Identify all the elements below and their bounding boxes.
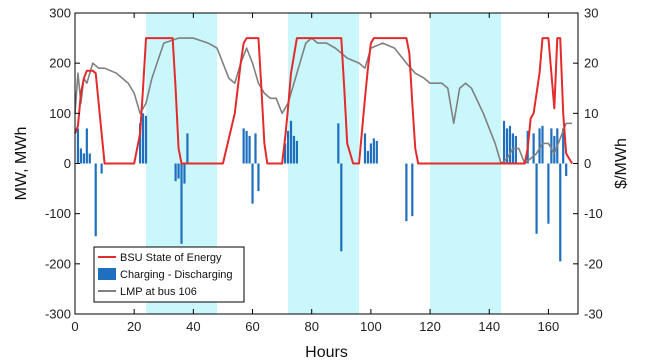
bar-14	[186, 133, 189, 164]
bar-49	[559, 163, 562, 262]
bar-29	[366, 150, 370, 164]
bar-4	[88, 153, 91, 164]
bar-39	[514, 135, 517, 164]
bar-16	[245, 130, 248, 164]
x-axis-label: Hours	[305, 344, 348, 361]
x-tick-label: 40	[186, 319, 200, 334]
bar-2	[82, 153, 85, 164]
y-tick-label-left: 200	[49, 56, 71, 71]
y-tick-label-right: 10	[584, 106, 598, 121]
x-tick-label: 100	[360, 319, 382, 334]
y-tick-label-left: -300	[45, 307, 71, 322]
bar-21	[283, 143, 287, 164]
x-tick-label: 20	[127, 319, 141, 334]
charge-discharge-bars	[76, 113, 568, 262]
legend-entry-bars: Charging - Discharging	[120, 269, 233, 281]
legend-entry-soe: BSU State of Energy	[120, 252, 222, 264]
x-tick-label: 160	[538, 319, 560, 334]
bar-10	[174, 163, 177, 182]
legend: BSU State of Energy Charging - Dischargi…	[93, 246, 245, 303]
y-axis-label-left: MW, MWh	[13, 127, 30, 201]
legend-entry-lmp: LMP at bus 106	[120, 286, 197, 298]
bar-20	[257, 163, 260, 192]
x-tick-label: 60	[245, 319, 259, 334]
bar-31	[372, 138, 375, 164]
bar-18	[251, 163, 254, 204]
bar-26	[337, 123, 340, 164]
bar-51	[565, 163, 568, 177]
bar-12	[180, 163, 183, 244]
bar-36	[505, 128, 509, 164]
bar-35	[502, 120, 506, 164]
bar-13	[183, 163, 186, 184]
bar-45	[547, 163, 550, 224]
bar-33	[405, 163, 408, 222]
x-tick-label: 0	[71, 319, 78, 334]
axis-ticks: 0 20 40 60 80 100 120 140 160-300-200-1000100200…	[45, 6, 603, 335]
bar-24	[292, 135, 296, 164]
series-line-soe	[74, 37, 573, 165]
bar-3	[85, 128, 88, 164]
y-tick-label-left: 100	[49, 106, 71, 121]
bar-25	[295, 140, 299, 164]
legend-swatch-bars	[98, 268, 116, 280]
bar-15	[242, 128, 245, 164]
bar-1	[79, 148, 83, 164]
y-tick-label-right: 20	[584, 56, 598, 71]
bar-22	[286, 130, 290, 164]
bar-43	[538, 128, 541, 164]
bar-0	[76, 128, 80, 164]
bar-9	[144, 115, 148, 164]
y-tick-label-right: -10	[584, 206, 603, 221]
series-lines	[74, 37, 573, 165]
bar-17	[248, 135, 251, 164]
bar-8	[141, 113, 145, 164]
bar-32	[375, 140, 378, 164]
bar-34	[411, 163, 414, 217]
x-tick-label: 80	[304, 319, 318, 334]
bar-23	[289, 120, 293, 164]
y-tick-label-right: 30	[584, 6, 598, 21]
bar-27	[340, 163, 343, 252]
y-tick-label-right: -30	[584, 307, 603, 322]
bar-47	[553, 135, 556, 164]
bar-5	[94, 163, 97, 237]
bar-6	[100, 163, 103, 174]
bar-37	[508, 125, 512, 164]
y-tick-label-left: -100	[45, 206, 71, 221]
bar-46	[550, 128, 553, 164]
y-axis-label-right: $/MWh	[613, 138, 630, 189]
bar-11	[177, 163, 180, 179]
bar-7	[138, 123, 142, 164]
x-tick-label: 120	[419, 319, 441, 334]
legend-box	[93, 246, 245, 303]
y-tick-label-right: -20	[584, 256, 603, 271]
bar-19	[254, 133, 257, 164]
y-tick-label-right: 0	[584, 156, 591, 171]
y-tick-label-left: 300	[49, 6, 71, 21]
bar-41	[532, 133, 535, 164]
y-tick-label-left: 0	[64, 156, 71, 171]
y-tick-label-left: -200	[45, 256, 71, 271]
bar-28	[363, 133, 367, 164]
bar-50	[562, 128, 565, 164]
bar-30	[369, 143, 372, 164]
bar-42	[535, 163, 538, 234]
x-tick-label: 140	[478, 319, 500, 334]
